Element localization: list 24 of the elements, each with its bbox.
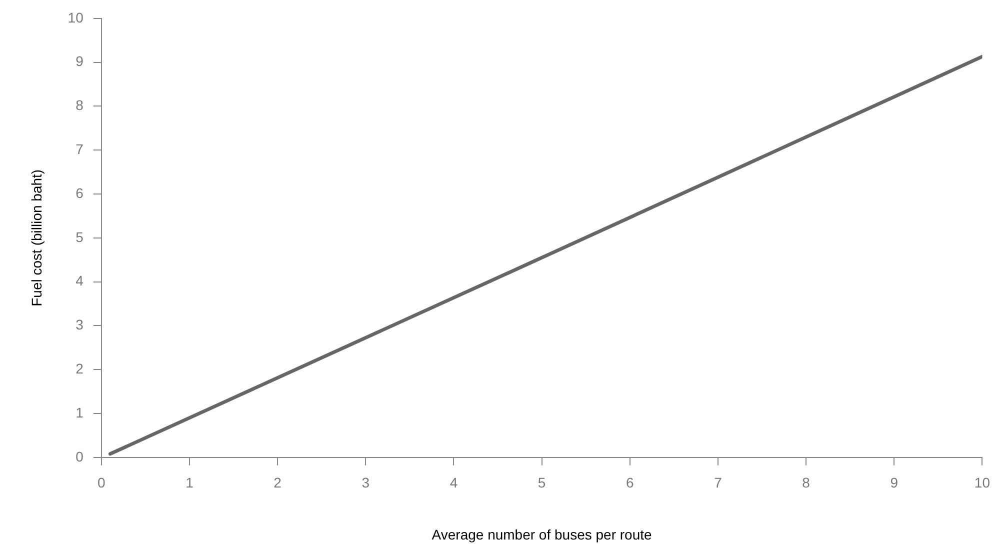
y-axis-title: Fuel cost (billion baht): [28, 169, 44, 306]
x-tick-label: 4: [450, 474, 458, 491]
x-axis-title: Average number of buses per route: [432, 526, 652, 542]
x-tick-label: 2: [274, 474, 282, 491]
x-tick-label: 0: [97, 474, 106, 491]
x-tick-label: 8: [802, 474, 810, 491]
y-tick-label: 10: [68, 9, 84, 26]
y-tick-label: 7: [76, 140, 84, 157]
y-tick-label: 3: [76, 316, 84, 333]
x-tick-label: 7: [714, 474, 722, 491]
y-tick-label: 8: [76, 97, 84, 114]
x-tick-label: 1: [186, 474, 194, 491]
x-tick-label: 3: [362, 474, 370, 491]
x-tick-label: 9: [890, 474, 898, 491]
y-tick-label: 1: [76, 404, 84, 420]
x-tick-label: 10: [974, 474, 990, 491]
x-tick-label: 6: [626, 474, 634, 491]
y-tick-label: 2: [76, 360, 84, 376]
y-tick-label: 4: [76, 272, 84, 289]
x-tick-label: 5: [538, 474, 546, 491]
y-tick-label: 9: [76, 53, 84, 70]
y-tick-label: 5: [76, 228, 84, 245]
y-tick-label: 0: [76, 448, 84, 464]
y-tick-label: 6: [76, 184, 84, 201]
